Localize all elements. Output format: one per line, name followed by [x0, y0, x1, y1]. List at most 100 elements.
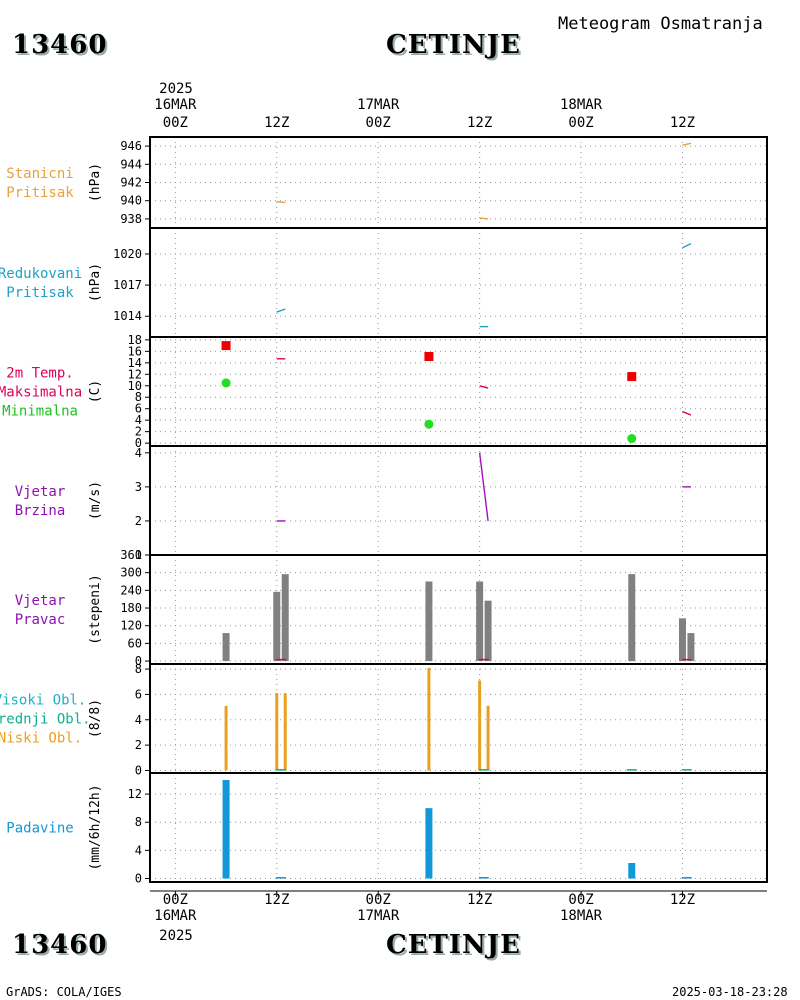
- y-tick-label: 14: [128, 356, 142, 370]
- data-bar: [484, 600, 492, 662]
- y-tick-label: 942: [120, 176, 142, 190]
- y-tick-label: 8: [135, 662, 142, 676]
- y-tick-label: 3: [135, 480, 142, 494]
- data-bar: [486, 705, 490, 771]
- generation-timestamp: 2025-03-18-23:28: [672, 985, 788, 999]
- y-tick-label: 1020: [113, 247, 142, 261]
- max-temp-marker: [424, 352, 434, 362]
- series-segment: [478, 452, 489, 522]
- y-axis-label: (stepeni): [88, 574, 103, 644]
- y-tick-label: 18: [128, 333, 142, 347]
- y-tick-label: 4: [135, 843, 142, 857]
- panel-label: 2m Temp.: [6, 366, 73, 382]
- hour-label-bottom: 00Z: [366, 892, 391, 908]
- y-tick-label: 944: [120, 157, 142, 171]
- panel-frame-padavine: [149, 772, 768, 883]
- y-tick-label: 60: [128, 636, 142, 650]
- date-label-bottom: 18MAR: [560, 908, 603, 924]
- data-bar: [425, 808, 433, 879]
- y-axis-label: (mm/6h/12h): [88, 784, 103, 870]
- data-bar: [425, 581, 433, 662]
- hour-label-top: 12Z: [467, 115, 492, 131]
- date-label-top: 18MAR: [560, 97, 603, 113]
- data-bar: [275, 693, 279, 771]
- y-tick-label: 180: [120, 601, 142, 615]
- min-temp-marker: [221, 378, 231, 388]
- panel-label: Pritisak: [6, 285, 74, 301]
- data-bar: [283, 693, 287, 771]
- y-tick-label: 12: [128, 787, 142, 801]
- station-id-top: 13460: [12, 30, 108, 60]
- series-segment: [479, 385, 489, 389]
- y-tick-label: 1: [135, 548, 142, 562]
- hour-label-top: 00Z: [568, 115, 593, 131]
- data-bar: [222, 780, 230, 879]
- data-bar: [273, 591, 281, 662]
- series-segment: [479, 217, 489, 220]
- panel-label: Vjetar: [15, 593, 66, 609]
- y-tick-label: 0: [135, 436, 142, 450]
- panel-frame-stanicni: [149, 136, 768, 229]
- station-id-bottom: 13460: [12, 930, 108, 960]
- y-tick-label: 938: [120, 212, 142, 226]
- year-label-top: 2025: [159, 81, 193, 97]
- y-tick-label: 2: [135, 738, 142, 752]
- panel-label: Minimalna: [2, 404, 78, 420]
- hour-label-bottom: 12Z: [467, 892, 492, 908]
- y-tick-label: 4: [135, 413, 142, 427]
- y-tick-label: 8: [135, 390, 142, 404]
- meteogram-subtitle: Meteogram Osmatranja: [558, 14, 763, 34]
- min-temp-marker: [627, 434, 637, 444]
- panel-label: Stanicni: [6, 166, 73, 182]
- year-label-bottom: 2025: [159, 928, 193, 944]
- data-bar: [224, 705, 228, 771]
- y-tick-label: 946: [120, 139, 142, 153]
- panel-frame-brzina: [149, 445, 768, 556]
- y-axis-label: (m/s): [88, 481, 103, 520]
- hour-label-top: 12Z: [670, 115, 695, 131]
- data-bar: [628, 574, 636, 662]
- hour-label-bottom: 12Z: [670, 892, 695, 908]
- hour-label-top: 00Z: [366, 115, 391, 131]
- hour-label-bottom: 12Z: [264, 892, 289, 908]
- y-tick-label: 300: [120, 566, 142, 580]
- data-bar: [687, 633, 695, 662]
- date-label-bottom: 16MAR: [154, 908, 197, 924]
- series-segment: [276, 308, 286, 313]
- y-axis-label: (8/8): [88, 699, 103, 738]
- y-axis-label: (hPa): [88, 163, 103, 202]
- y-tick-label: 4: [135, 446, 142, 460]
- station-name-top: CETINJE: [386, 30, 521, 60]
- y-tick-label: 10: [128, 379, 142, 393]
- hour-label-bottom: 00Z: [568, 892, 593, 908]
- hour-label-top: 00Z: [163, 115, 188, 131]
- series-segment: [276, 200, 286, 204]
- y-tick-label: 0: [135, 871, 142, 885]
- y-axis-label: (C): [88, 380, 103, 403]
- series-segment: [682, 410, 692, 416]
- y-tick-label: 0: [135, 763, 142, 777]
- y-tick-label: 2: [135, 425, 142, 439]
- min-temp-marker: [424, 419, 434, 429]
- y-tick-label: 4: [135, 713, 142, 727]
- panel-label: Pritisak: [6, 185, 74, 201]
- panel-frame-redukovani: [149, 227, 768, 338]
- panel-frame-temp: [149, 336, 768, 447]
- series-segment: [682, 142, 692, 146]
- date-label-bottom: 17MAR: [357, 908, 400, 924]
- data-bar: [628, 863, 636, 879]
- y-tick-label: 6: [135, 687, 142, 701]
- data-bar: [678, 618, 686, 662]
- y-tick-label: 1017: [113, 278, 142, 292]
- data-bar: [281, 574, 289, 662]
- date-label-top: 17MAR: [357, 97, 400, 113]
- y-tick-label: 16: [128, 344, 142, 358]
- panel-label: Srednji Obl.: [0, 712, 91, 728]
- series-segment: [682, 242, 692, 249]
- y-tick-label: 120: [120, 619, 142, 633]
- data-bar: [478, 680, 482, 771]
- grads-credit: GrADS: COLA/IGES: [6, 985, 122, 999]
- y-tick-label: 12: [128, 367, 142, 381]
- y-tick-label: 0: [135, 654, 142, 668]
